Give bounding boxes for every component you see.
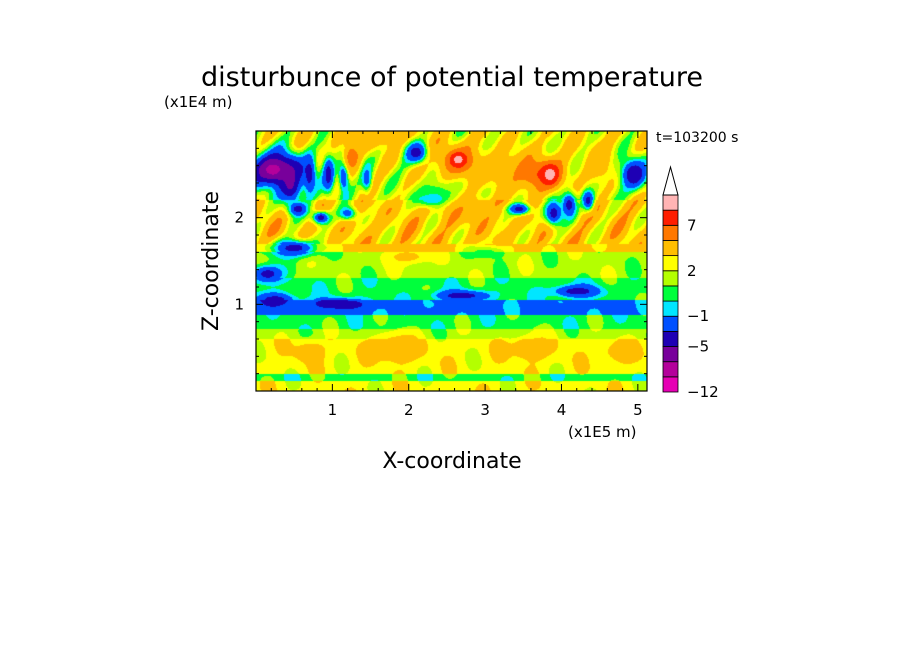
heatmap-plot-area [255,130,648,392]
x-axis: 1 2 3 4 5 [270,131,643,419]
x-tick-label-1: 2 [404,401,414,419]
colorbar-segment-12 [662,194,679,211]
y-unit-label: (x1E4 m) [164,93,233,111]
colorbar-extend-arrow [662,165,679,196]
chart-title: disturbunce of potential temperature [201,62,703,93]
colorbar-segment-0 [662,376,679,393]
x-tick-label-2: 3 [480,401,490,419]
x-tick-label-3: 4 [557,401,567,419]
colorbar-label-2: −1 [687,307,709,325]
colorbar-segment-4 [662,315,679,332]
colorbar-segment-5 [662,300,679,317]
y-axis: 12 [234,147,647,375]
colorbar-segment-1 [662,361,679,378]
y-axis-title: Z-coordinate [199,191,224,331]
colorbar-segment-9 [662,240,679,257]
colorbar-segment-3 [662,330,679,347]
colorbar-segment-11 [662,209,679,226]
colorbar: −12−5−127 [662,165,719,401]
y-tick-label-1: 2 [234,209,244,227]
colorbar-segment-8 [662,255,679,272]
x-tick-label-0: 1 [328,401,338,419]
colorbar-label-4: 7 [687,216,697,234]
x-unit-label: (x1E5 m) [568,423,637,441]
x-tick-label-4: 5 [633,401,643,419]
colorbar-label-1: −5 [687,338,709,356]
y-tick-label-0: 1 [234,295,244,313]
colorbar-segment-6 [662,285,679,302]
colorbar-label-0: −12 [687,383,719,401]
time-label: t=103200 s [656,130,738,146]
plot-frame [255,130,648,392]
colorbar-segment-2 [662,346,679,363]
colorbar-segment-7 [662,270,679,287]
x-axis-title: X-coordinate [382,449,521,474]
colorbar-label-3: 2 [687,262,697,280]
colorbar-segment-10 [662,224,679,241]
